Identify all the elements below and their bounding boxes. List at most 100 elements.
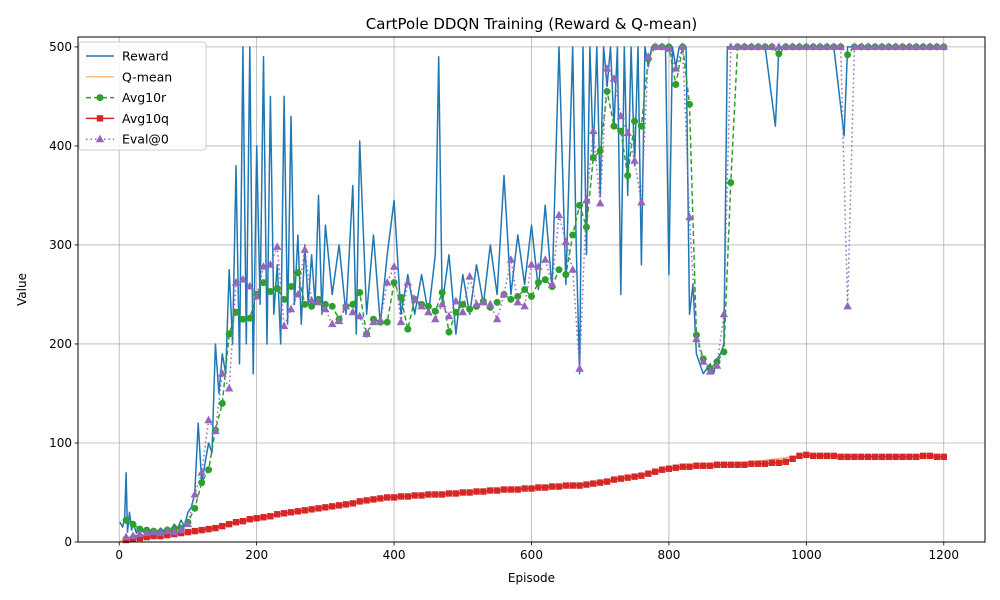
data-point-avg10q [432, 491, 439, 498]
data-point-avg10q [706, 462, 714, 469]
data-point-avg10q [734, 461, 741, 468]
data-point-eval-0 [520, 301, 529, 310]
data-point-eval-0 [252, 291, 261, 300]
data-point-eval-0 [224, 383, 234, 392]
data-point-eval-0 [829, 42, 839, 50]
data-point-eval-0 [437, 299, 447, 308]
data-point-avg10q [253, 515, 260, 522]
data-point-avg10r [569, 231, 577, 239]
data-point-eval-0 [506, 255, 516, 263]
data-point-avg10q [507, 486, 515, 493]
data-point-eval-0 [465, 272, 474, 280]
data-point-eval-0 [444, 311, 454, 320]
data-point-eval-0 [912, 42, 921, 50]
data-point-avg10q [150, 532, 157, 540]
data-point-eval-0 [582, 195, 591, 204]
y-axis-label: Value [15, 273, 29, 306]
data-point-eval-0 [705, 367, 715, 375]
data-point-eval-0 [644, 52, 653, 60]
data-point-avg10q [796, 452, 803, 460]
data-point-eval-0 [479, 297, 488, 306]
data-point-avg10q [576, 482, 583, 489]
data-point-eval-0 [149, 527, 158, 536]
data-point-eval-0 [767, 42, 777, 50]
legend-item-reward: Reward [86, 49, 169, 64]
data-point-avg10r [328, 302, 336, 310]
data-point-avg10q [940, 453, 947, 461]
data-point-avg10q [480, 488, 487, 495]
data-point-eval-0 [891, 42, 900, 50]
data-point-avg10q [899, 453, 906, 461]
data-point-avg10r [576, 201, 584, 209]
data-point-eval-0 [898, 42, 907, 50]
data-point-eval-0 [925, 42, 935, 50]
legend-label: Avg10r [122, 90, 167, 105]
data-point-avg10r [273, 285, 281, 293]
data-point-avg10q [645, 470, 652, 477]
data-point-eval-0 [630, 156, 639, 164]
data-point-eval-0 [939, 42, 948, 50]
legend-item-eval-0: Eval@0 [86, 132, 169, 147]
legend-item-avg10q: Avg10q [86, 111, 169, 126]
data-point-avg10q [411, 492, 418, 499]
data-point-avg10r [260, 279, 268, 287]
data-point-eval-0 [870, 42, 880, 50]
data-point-avg10r [493, 298, 501, 306]
data-point-eval-0 [809, 42, 818, 50]
data-point-avg10q [562, 482, 570, 489]
data-point-eval-0 [589, 126, 598, 135]
data-point-eval-0 [286, 304, 296, 313]
data-point-avg10q [816, 452, 824, 460]
data-point-avg10r [624, 172, 632, 180]
data-point-avg10r [438, 288, 446, 296]
data-point-eval-0 [596, 198, 605, 207]
x-tick-label: 0 [115, 548, 123, 562]
data-point-eval-0 [781, 42, 790, 50]
data-point-eval-0 [760, 42, 770, 50]
y-axis: 0 100 200 300 400 500 [49, 40, 78, 549]
series-line-eval-0 [126, 46, 944, 538]
data-point-avg10q [445, 490, 453, 497]
data-point-avg10r [528, 292, 535, 300]
data-point-eval-0 [238, 274, 248, 283]
data-point-avg10q [761, 460, 769, 467]
data-point-eval-0 [754, 42, 763, 50]
data-point-avg10r [356, 288, 364, 296]
series-eval-0 [121, 42, 948, 541]
data-point-avg10q [913, 453, 920, 461]
data-point-avg10q [198, 526, 205, 534]
data-point-avg10q [404, 493, 412, 500]
data-point-eval-0 [204, 415, 213, 424]
data-point-eval-0 [163, 526, 172, 535]
data-point-avg10r [555, 266, 563, 274]
data-point-avg10r [844, 51, 852, 59]
data-point-eval-0 [554, 210, 564, 219]
data-point-avg10q [342, 501, 350, 508]
data-point-eval-0 [142, 528, 151, 537]
data-point-avg10q [164, 531, 171, 539]
x-tick-label: 400 [383, 548, 406, 562]
data-point-eval-0 [135, 529, 145, 538]
x-tick-label: 800 [657, 548, 680, 562]
legend: Reward Q-mean Avg10r Avg10q Eval@0 [78, 41, 207, 151]
data-point-eval-0 [575, 364, 584, 372]
series-layer [119, 42, 948, 544]
data-point-avg10r [191, 504, 199, 512]
data-point-avg10q [713, 461, 721, 468]
x-tick-label: 1200 [928, 548, 959, 562]
data-point-eval-0 [348, 307, 358, 316]
data-point-eval-0 [183, 519, 193, 528]
data-point-eval-0 [850, 42, 859, 50]
data-point-avg10q [521, 485, 528, 492]
data-point-avg10q [363, 497, 370, 504]
data-point-avg10q [672, 464, 679, 471]
data-point-eval-0 [863, 42, 873, 50]
data-point-avg10q [459, 489, 466, 496]
data-point-eval-0 [657, 42, 667, 50]
data-point-eval-0 [334, 316, 344, 325]
data-point-avg10r [308, 302, 316, 310]
data-point-eval-0 [513, 297, 522, 306]
data-point-avg10q [438, 491, 446, 498]
data-point-avg10r [534, 279, 542, 287]
